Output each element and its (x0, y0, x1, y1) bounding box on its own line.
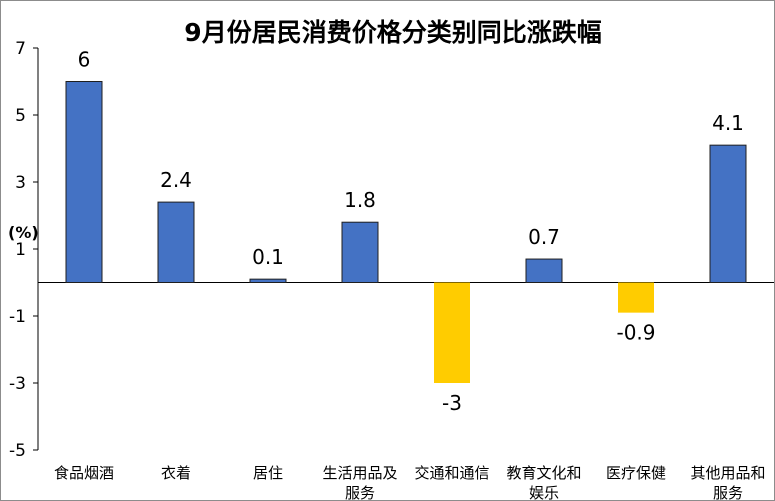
y-tick-label: 1 (15, 240, 26, 260)
bar (709, 144, 747, 283)
bars (65, 81, 747, 383)
bar (525, 258, 563, 283)
data-label: 1.8 (344, 188, 376, 212)
chart-title: 9月份居民消费价格分类别同比涨跌幅 (184, 18, 601, 47)
data-label: 0.7 (528, 225, 560, 249)
y-tick-label: 7 (15, 39, 26, 59)
category-label: 娱乐 (529, 484, 559, 500)
category-label: 食品烟酒 (54, 464, 114, 482)
data-label: -3 (442, 391, 462, 415)
data-labels: 6 2.4 0.1 1.8 -3 0.7 -0.9 4.1 (78, 48, 744, 416)
y-tick-label: -5 (9, 441, 26, 461)
data-label: 6 (78, 48, 91, 72)
bar (65, 81, 103, 283)
bar (157, 201, 195, 284)
category-label: 其他用品和 (690, 464, 765, 482)
category-label: 教育文化和 (506, 464, 581, 482)
category-label: 衣着 (161, 464, 191, 482)
y-tick-label: -1 (9, 307, 26, 327)
bar (341, 221, 379, 283)
axes: 7 5 3 1 -1 -3 -5 (9, 39, 774, 461)
bar (434, 282, 470, 383)
category-label: 生活用品及 (322, 464, 397, 482)
y-axis-unit-label: (%) (8, 223, 39, 242)
data-label: 4.1 (712, 111, 744, 135)
category-label: 交通和通信 (414, 464, 489, 482)
category-label: 服务 (713, 484, 743, 500)
data-label: 2.4 (160, 168, 192, 192)
data-label: -0.9 (616, 321, 655, 345)
y-tick-label: 3 (15, 173, 26, 193)
category-label: 居住 (253, 464, 283, 482)
y-tick-label: -3 (9, 374, 26, 394)
bar (249, 278, 287, 283)
category-label: 医疗保健 (606, 464, 666, 482)
data-label: 0.1 (252, 245, 284, 269)
y-tick-label: 5 (15, 106, 26, 126)
category-label: 服务 (345, 484, 375, 500)
bar (618, 282, 654, 313)
